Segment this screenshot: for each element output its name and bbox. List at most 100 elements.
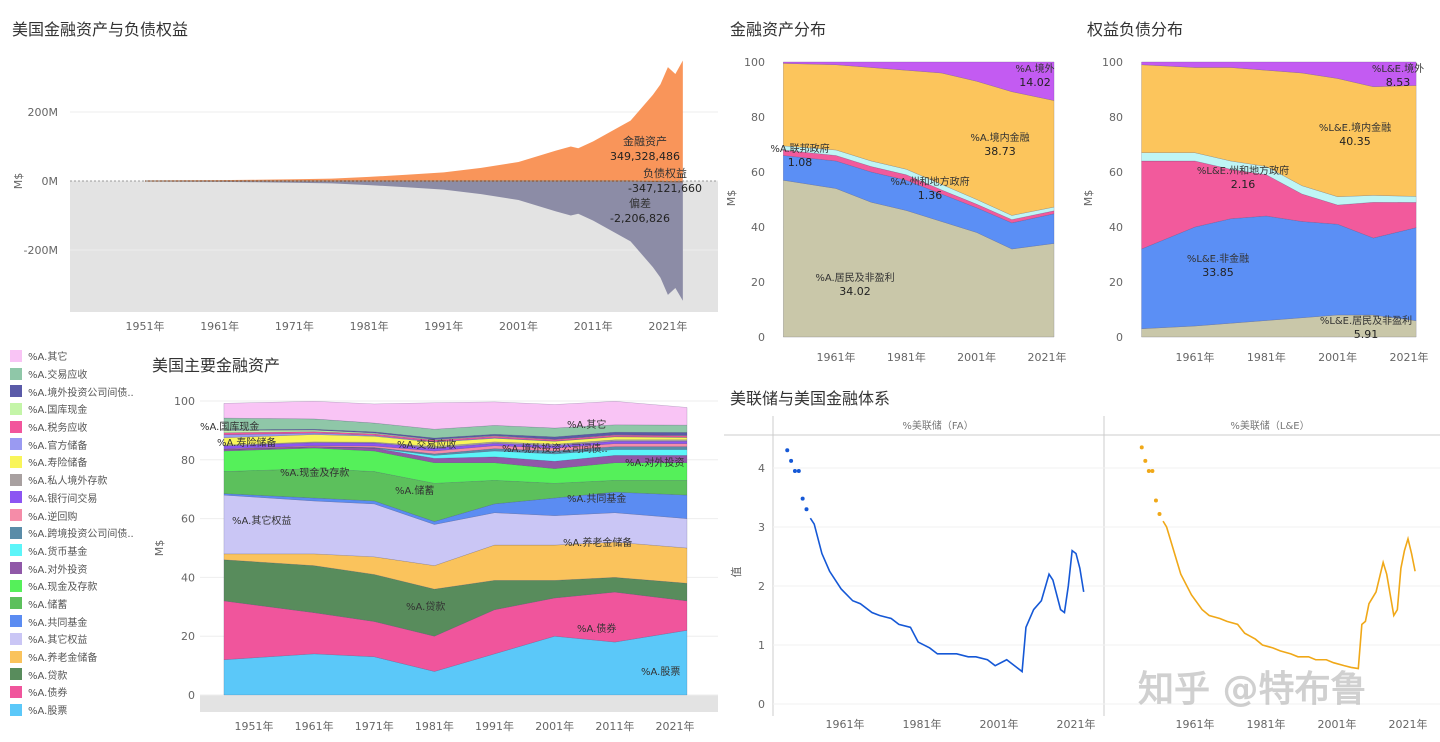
c4-area-2 <box>223 559 688 637</box>
c4-series-label: %A.国库现金 <box>200 420 259 433</box>
c4-xtick-label: 1971年 <box>355 719 394 733</box>
c2-area-2 <box>782 149 1055 224</box>
legend-item[interactable]: %A.境外投资公司间债.. <box>10 382 134 400</box>
c5-ytick-label: 4 <box>758 462 765 475</box>
c2-series-value: 38.73 <box>984 145 1016 158</box>
c3-xtick-label: 1961年 <box>1176 350 1215 364</box>
legend-label: %A.境外投资公司间债.. <box>28 387 134 399</box>
c4-series-label: %A.对外投资 <box>625 456 684 469</box>
legend-swatch <box>10 579 22 592</box>
c4-area-0 <box>223 630 688 696</box>
c1-xtick-label: 1961年 <box>200 319 239 333</box>
c4-series-label: %A.储蓄 <box>395 484 434 497</box>
legend-label: %A.对外投资 <box>28 564 88 576</box>
c3-ytick-label: 100 <box>1102 56 1123 69</box>
legend-item[interactable]: %A.储蓄 <box>10 595 134 613</box>
c2-area-0 <box>782 179 1055 338</box>
c1-ytick-label: 0M <box>42 175 59 188</box>
legend-item[interactable]: %A.养老金储备 <box>10 648 134 666</box>
c2-ytick-label: 100 <box>744 56 765 69</box>
legend-item[interactable]: %A.共同基金 <box>10 612 134 630</box>
c3-xtick-label: 1981年 <box>1247 350 1286 364</box>
legend-item[interactable]: %A.官方储备 <box>10 435 134 453</box>
legend-swatch <box>10 632 22 645</box>
legend-item[interactable]: %A.国库现金 <box>10 400 134 418</box>
c2-area-3 <box>782 145 1055 220</box>
legend-item[interactable]: %A.私人境外存款 <box>10 471 134 489</box>
c4-xtick-label: 2021年 <box>655 719 694 733</box>
c3-ytick-label: 40 <box>1109 221 1123 234</box>
legend-label: %A.逆回购 <box>28 511 78 523</box>
c2-ytick-label: 0 <box>758 331 765 344</box>
legend-swatch <box>10 402 22 415</box>
c2-area-1 <box>782 155 1055 250</box>
legend-item[interactable]: %A.税务应收 <box>10 418 134 436</box>
legend-swatch <box>10 544 22 557</box>
c2-xtick-label: 2001年 <box>957 350 996 364</box>
chart-title-asset-distribution: 金融资产分布 <box>730 20 827 39</box>
legend-item[interactable]: %A.寿险储备 <box>10 453 134 471</box>
legend-swatch <box>10 455 22 468</box>
chart-title-financial-assets-vs-liabilities: 美国金融资产与负债权益 <box>12 20 189 39</box>
c4-area-3 <box>223 541 688 590</box>
c4-ytick-label: 60 <box>181 513 195 526</box>
legend-item[interactable]: %A.交易应收 <box>10 365 134 383</box>
c4-ytick-label: 80 <box>181 454 195 467</box>
c1-area-1 <box>145 181 683 301</box>
chart-title-liability-distribution: 权益负债分布 <box>1087 20 1184 39</box>
c5-point <box>785 448 790 453</box>
c3-series-value: 5.91 <box>1354 328 1379 341</box>
c1-xtick-label: 2001年 <box>499 319 538 333</box>
legend-label: %A.其它 <box>28 352 68 364</box>
c4-ytick-label: 0 <box>188 689 195 702</box>
legend-swatch <box>10 668 22 681</box>
legend-label: %A.跨境投资公司间债.. <box>28 529 134 541</box>
c4-y-axis-label: M$ <box>153 540 166 557</box>
c3-area-1 <box>1141 215 1417 330</box>
legend-item[interactable]: %A.其它 <box>10 347 134 365</box>
c4-area-15 <box>223 432 688 443</box>
legend-swatch <box>10 526 22 539</box>
c5-y-axis-label: 值 <box>730 567 743 578</box>
legend-label: %A.现金及存款 <box>28 582 98 594</box>
legend-label: %A.官方储备 <box>28 440 88 452</box>
legend-item[interactable]: %A.股票 <box>10 701 134 719</box>
c3-series-label: %L&E.境内金融 <box>1319 121 1391 134</box>
c5-ytick-label: 1 <box>758 639 765 652</box>
c1-area-0 <box>145 60 683 181</box>
legend-item[interactable]: %A.逆回购 <box>10 506 134 524</box>
legend-item[interactable]: %A.货币基金 <box>10 542 134 560</box>
legend-item[interactable]: %A.对外投资 <box>10 559 134 577</box>
c5-point <box>796 468 801 473</box>
legend-item[interactable]: %A.银行间交易 <box>10 489 134 507</box>
c5-0-xtick-label: 2021年 <box>1057 717 1096 731</box>
c1-series-value: 349,328,486 <box>610 150 680 163</box>
c2-series-label: %A.联邦政府 <box>770 142 829 155</box>
legend-item[interactable]: %A.跨境投资公司间债.. <box>10 524 134 542</box>
c3-ytick-label: 60 <box>1109 166 1123 179</box>
c4-xtick-label: 1951年 <box>235 719 274 733</box>
c3-ytick-label: 20 <box>1109 276 1123 289</box>
legend-swatch <box>10 509 22 522</box>
c4-series-label: %A.现金及存款 <box>280 466 349 479</box>
c3-series-label: %L&E.非金融 <box>1187 252 1249 265</box>
legend-item[interactable]: %A.贷款 <box>10 665 134 683</box>
c4-area-16 <box>223 431 688 442</box>
c1-xtick-label: 1991年 <box>424 319 463 333</box>
legend-swatch <box>10 420 22 433</box>
c5-panel-header: %美联储（FA） <box>902 419 973 432</box>
legend-label: %A.储蓄 <box>28 599 68 611</box>
legend-label: %A.共同基金 <box>28 617 88 629</box>
legend-label: %A.国库现金 <box>28 405 88 417</box>
c1-xtick-label: 1951年 <box>126 319 165 333</box>
c3-areas <box>1141 61 1417 338</box>
c5-point <box>1153 498 1158 503</box>
legend-item[interactable]: %A.现金及存款 <box>10 577 134 595</box>
c5-point <box>1157 512 1162 517</box>
c3-area-5 <box>1141 61 1417 88</box>
c1-series-label: 偏差 <box>629 196 651 210</box>
legend-item[interactable]: %A.其它权益 <box>10 630 134 648</box>
c3-y-axis-label: M$ <box>1082 190 1095 207</box>
legend-item[interactable]: %A.债券 <box>10 683 134 701</box>
